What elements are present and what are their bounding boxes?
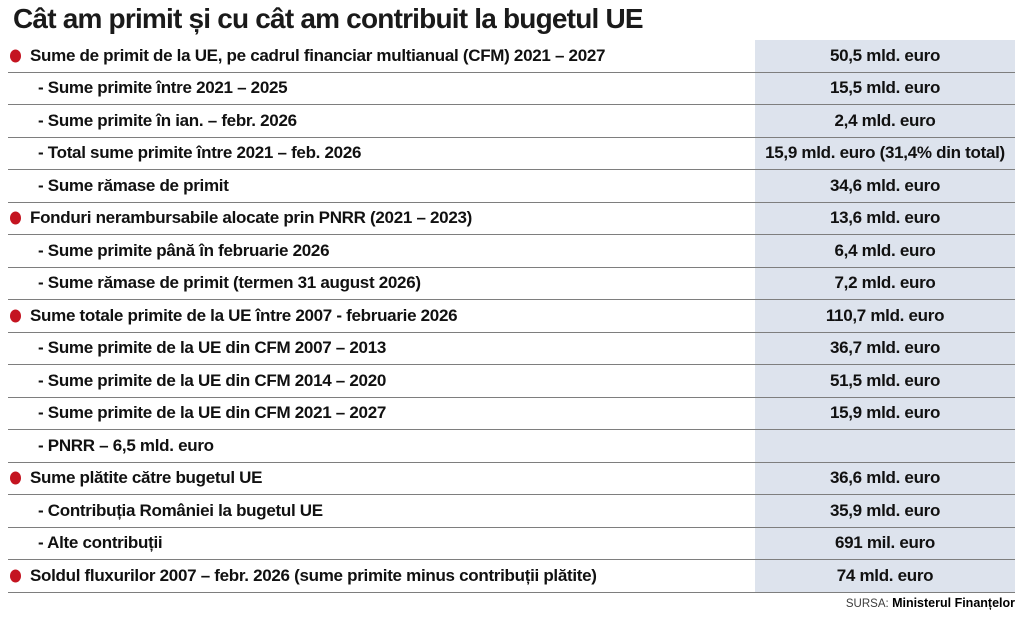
table-row: - Sume primite în ian. – febr. 2026 2,4 … <box>8 105 1015 138</box>
budget-table: Sume de primit de la UE, pe cadrul finan… <box>8 40 1015 593</box>
row-label-cell: Sume totale primite de la UE între 2007 … <box>8 300 755 332</box>
row-value: 35,9 mld. euro <box>755 495 1015 527</box>
bullet-icon <box>10 309 21 323</box>
row-label: Soldul fluxurilor 2007 – febr. 2026 (sum… <box>30 565 597 585</box>
row-label: - Contribuția României la bugetul UE <box>38 500 323 520</box>
row-label-cell: - PNRR – 6,5 mld. euro <box>8 430 755 462</box>
row-value: 74 mld. euro <box>755 560 1015 592</box>
row-label-cell: - Sume primite până în februarie 2026 <box>8 235 755 267</box>
row-label: - Sume primite până în februarie 2026 <box>38 240 330 260</box>
row-label: - Sume primite între 2021 – 2025 <box>38 78 288 98</box>
table-row: - Contribuția României la bugetul UE 35,… <box>8 495 1015 528</box>
row-label-cell: - Sume primite de la UE din CFM 2014 – 2… <box>8 365 755 397</box>
row-label: - Total sume primite între 2021 – feb. 2… <box>38 143 362 163</box>
row-label: - Sume primite în ian. – febr. 2026 <box>38 110 297 130</box>
row-value: 7,2 mld. euro <box>755 267 1015 299</box>
table-row: - Sume primite de la UE din CFM 2021 – 2… <box>8 397 1015 430</box>
bullet-icon <box>10 471 21 485</box>
row-value: 51,5 mld. euro <box>755 365 1015 397</box>
table-row: - Sume rămase de primit 34,6 mld. euro <box>8 170 1015 203</box>
row-label-cell: - Sume primite de la UE din CFM 2021 – 2… <box>8 398 755 430</box>
table-row: - Sume primite de la UE din CFM 2014 – 2… <box>8 365 1015 398</box>
row-value: 15,9 mld. euro <box>755 397 1015 429</box>
row-value: 50,5 mld. euro <box>755 40 1015 72</box>
row-label-cell: - Alte contribuții <box>8 528 755 560</box>
row-value: 13,6 mld. euro <box>755 202 1015 234</box>
row-value: 15,5 mld. euro <box>755 72 1015 104</box>
row-value: 34,6 mld. euro <box>755 170 1015 202</box>
row-label: Fonduri nerambursabile alocate prin PNRR… <box>30 208 473 228</box>
table-row: - Sume primite de la UE din CFM 2007 – 2… <box>8 332 1015 365</box>
row-label-cell: - Sume rămase de primit (termen 31 augus… <box>8 268 755 300</box>
bullet-icon <box>10 49 21 63</box>
table-row: - Sume rămase de primit (termen 31 augus… <box>8 267 1015 300</box>
row-value: 36,7 mld. euro <box>755 332 1015 364</box>
table-row: Soldul fluxurilor 2007 – febr. 2026 (sum… <box>8 560 1015 593</box>
row-value: 6,4 mld. euro <box>755 235 1015 267</box>
row-label-cell: Sume plătite către bugetul UE <box>8 463 755 495</box>
table-row: - PNRR – 6,5 mld. euro <box>8 430 1015 463</box>
row-value: 2,4 mld. euro <box>755 105 1015 137</box>
row-label: - Sume rămase de primit (termen 31 augus… <box>38 273 421 293</box>
row-label-cell: - Sume rămase de primit <box>8 170 755 202</box>
table-row: - Sume primite între 2021 – 2025 15,5 ml… <box>8 72 1015 105</box>
row-label: - Alte contribuții <box>38 533 163 553</box>
row-label-cell: - Sume primite între 2021 – 2025 <box>8 73 755 105</box>
row-value: 110,7 mld. euro <box>755 300 1015 332</box>
row-value: 36,6 mld. euro <box>755 462 1015 494</box>
row-label: - Sume primite de la UE din CFM 2014 – 2… <box>38 370 387 390</box>
source-line: SURSA: Ministerul Finanțelor <box>846 596 1015 610</box>
row-value: 691 mil. euro <box>755 527 1015 559</box>
row-label-cell: - Sume primite în ian. – febr. 2026 <box>8 105 755 137</box>
row-label: - Sume primite de la UE din CFM 2007 – 2… <box>38 338 387 358</box>
table-row: Sume plătite către bugetul UE 36,6 mld. … <box>8 462 1015 495</box>
row-label: - Sume rămase de primit <box>38 175 229 195</box>
row-label-cell: Soldul fluxurilor 2007 – febr. 2026 (sum… <box>8 560 755 592</box>
bullet-icon <box>10 211 21 225</box>
row-label-cell: - Contribuția României la bugetul UE <box>8 495 755 527</box>
page-title: Cât am primit și cu cât am contribuit la… <box>13 3 644 34</box>
row-label-cell: - Sume primite de la UE din CFM 2007 – 2… <box>8 333 755 365</box>
row-label: Sume de primit de la UE, pe cadrul finan… <box>30 45 606 65</box>
source-prefix: SURSA: <box>845 598 889 610</box>
table-row: - Sume primite până în februarie 2026 6,… <box>8 235 1015 268</box>
row-label: Sume plătite către bugetul UE <box>30 468 263 488</box>
row-value: 15,9 mld. euro (31,4% din total) <box>755 137 1015 169</box>
table-row: Sume de primit de la UE, pe cadrul finan… <box>8 40 1015 73</box>
row-label-cell: - Total sume primite între 2021 – feb. 2… <box>8 138 755 170</box>
row-label: - Sume primite de la UE din CFM 2021 – 2… <box>38 403 387 423</box>
table-row: Fonduri nerambursabile alocate prin PNRR… <box>8 202 1015 235</box>
row-label: - PNRR – 6,5 mld. euro <box>38 435 214 455</box>
source-name: Ministerul Finanțelor <box>892 596 1015 610</box>
row-label: Sume totale primite de la UE între 2007 … <box>30 305 458 325</box>
table-row: - Total sume primite între 2021 – feb. 2… <box>8 137 1015 170</box>
table-row: - Alte contribuții 691 mil. euro <box>8 527 1015 560</box>
row-value <box>755 430 1015 462</box>
bullet-icon <box>10 569 21 583</box>
table-row: Sume totale primite de la UE între 2007 … <box>8 300 1015 333</box>
row-label-cell: Sume de primit de la UE, pe cadrul finan… <box>8 40 755 72</box>
row-label-cell: Fonduri nerambursabile alocate prin PNRR… <box>8 203 755 235</box>
